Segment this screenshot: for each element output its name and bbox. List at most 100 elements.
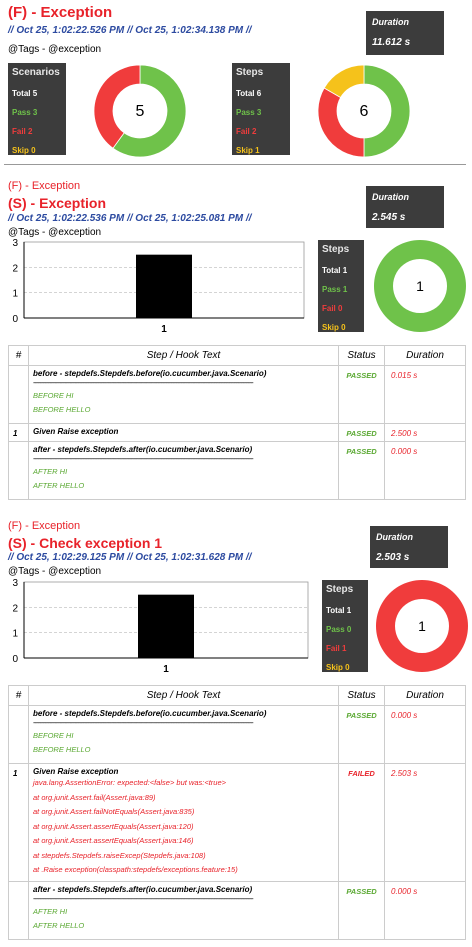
separator: ----------------------------------------…	[33, 454, 254, 463]
separator: ----------------------------------------…	[33, 894, 254, 903]
step-text: before - stepdefs.Stepdefs.before(io.cuc…	[33, 709, 267, 718]
steps-stats-box: Steps Total 6 Pass 3 Fail 2 Skip 1	[232, 63, 290, 155]
row-text-cell: before - stepdefs.Stepdefs.before(io.cuc…	[28, 365, 339, 424]
feature-times: // Oct 25, 1:02:22.526 PM // Oct 25, 1:0…	[8, 25, 252, 36]
scenario1-times: // Oct 25, 1:02:22.536 PM // Oct 25, 1:0…	[8, 213, 252, 224]
col-duration: Duration	[384, 345, 466, 366]
scenario2-steps-table: # Step / Hook Text Status Duration befor…	[8, 685, 466, 940]
error-line: at org.junit.Assert.assertEquals(Assert.…	[33, 821, 194, 831]
row-text-cell: after - stepdefs.Stepdefs.after(io.cucum…	[28, 441, 339, 500]
scenario2-duration-box: Duration 2.503 s	[370, 526, 448, 568]
row-text-cell: Given Raise exception	[28, 423, 339, 442]
duration-value: 11.612 s	[372, 37, 411, 48]
duration-value: 2.545 s	[372, 212, 406, 223]
scenarios-pass: Pass 3	[12, 108, 38, 117]
y-tick-label: 0	[12, 654, 18, 665]
donut-slice-fail	[93, 64, 141, 149]
steps-header: Steps	[236, 67, 264, 78]
output-line: BEFORE HELLO	[33, 745, 91, 754]
table-row: 1 Given Raise exception PASSED 2.500 s	[8, 423, 466, 442]
row-status: PASSED	[338, 441, 385, 500]
steps-header: Steps	[322, 244, 350, 255]
feature-tags: @Tags - @exception	[8, 44, 102, 55]
scenarios-header: Scenarios	[12, 67, 60, 78]
step-text: before - stepdefs.Stepdefs.before(io.cuc…	[33, 369, 267, 378]
y-tick-label: 0	[12, 314, 18, 325]
table-row: after - stepdefs.Stepdefs.after(io.cucum…	[8, 881, 466, 940]
bar	[138, 594, 194, 658]
row-num	[8, 441, 29, 500]
duration-label: Duration	[372, 192, 409, 202]
steps-pass: Pass 0	[326, 625, 352, 634]
scenario1-tags: @Tags - @exception	[8, 227, 102, 238]
y-tick-label: 3	[12, 578, 18, 589]
error-line: at org.junit.Assert.failNotEquals(Assert…	[33, 807, 195, 816]
y-tick-label: 2	[12, 603, 18, 614]
output-line: AFTER HI	[33, 907, 68, 916]
output-line: AFTER HI	[33, 467, 68, 476]
row-text-cell: after - stepdefs.Stepdefs.after(io.cucum…	[28, 881, 339, 940]
y-tick-label: 2	[12, 263, 18, 274]
steps-header: Steps	[326, 584, 354, 595]
section-divider	[4, 164, 466, 165]
separator: ----------------------------------------…	[33, 378, 254, 387]
col-status: Status	[338, 345, 385, 366]
y-tick-label: 3	[12, 238, 18, 249]
col-text: Step / Hook Text	[28, 685, 339, 706]
scenario2-tags: @Tags - @exception	[8, 566, 102, 577]
row-num	[8, 881, 29, 940]
steps-count: 1	[416, 278, 424, 294]
step-text: Given Raise exception	[33, 427, 119, 436]
output-line: AFTER HELLO	[33, 481, 85, 490]
donut-slice-fail	[317, 87, 365, 158]
scenario2-times: // Oct 25, 1:02:29.125 PM // Oct 25, 1:0…	[8, 552, 252, 563]
steps-pass: Pass 1	[322, 285, 348, 294]
table-header-row: # Step / Hook Text Status Duration	[8, 345, 466, 366]
y-tick-label: 1	[12, 289, 18, 300]
row-num	[8, 365, 29, 424]
scenarios-skip: Skip 0	[12, 146, 36, 155]
scenario2-title: (S) - Check exception 1	[8, 535, 163, 551]
steps-count: 1	[418, 618, 426, 634]
steps-total: Total 1	[326, 606, 352, 615]
output-line: BEFORE HELLO	[33, 405, 91, 414]
donut-slice-pass	[112, 64, 187, 158]
row-num: 1	[8, 423, 29, 442]
table-row: before - stepdefs.Stepdefs.before(io.cuc…	[8, 705, 466, 764]
row-text-cell: before - stepdefs.Stepdefs.before(io.cuc…	[28, 705, 339, 764]
scenarios-donut: 5	[93, 64, 187, 158]
row-duration: 2.500 s	[384, 423, 466, 442]
scenario1-steps-table: # Step / Hook Text Status Duration befor…	[8, 345, 466, 500]
scenario2-steps-box: Steps Total 1 Pass 0 Fail 1 Skip 0	[322, 580, 368, 672]
step-text: Given Raise exception	[33, 767, 119, 776]
error-line: at org.junit.Assert.assertEquals(Assert.…	[33, 836, 194, 845]
scenario2-bar-chart: 0 1 2 3 1	[12, 578, 309, 675]
scenarios-stats-box: Scenarios Total 5 Pass 3 Fail 2 Skip 0	[8, 63, 66, 155]
scenario1-duration-box: Duration 2.545 s	[366, 186, 444, 228]
scenario2-steps-donut: 1	[375, 580, 468, 672]
scenario1-bar-chart: 0 1 2 3 1	[12, 238, 305, 335]
col-num: #	[8, 685, 29, 706]
scenario1-steps-donut: 1	[373, 240, 466, 332]
col-text: Step / Hook Text	[28, 345, 339, 366]
table-header-row: # Step / Hook Text Status Duration	[8, 685, 466, 706]
output-line: AFTER HELLO	[33, 921, 85, 930]
separator: ----------------------------------------…	[33, 718, 254, 727]
donut-slice-pass	[363, 64, 411, 158]
output-line: BEFORE HI	[33, 391, 74, 400]
donut-slice-pass	[373, 240, 466, 332]
steps-skip: Skip 0	[326, 663, 350, 672]
steps-fail: Fail 2	[236, 127, 257, 136]
output-line: BEFORE HI	[33, 731, 74, 740]
row-duration: 0.000 s	[384, 705, 466, 764]
table-row: after - stepdefs.Stepdefs.after(io.cucum…	[8, 441, 466, 500]
steps-fail: Fail 1	[326, 644, 347, 653]
donut-slice-skip	[323, 64, 365, 99]
duration-label: Duration	[376, 532, 413, 542]
scenario2-feature-label: (F) - Exception	[8, 520, 81, 532]
scenarios-count: 5	[136, 103, 145, 120]
row-status: PASSED	[338, 881, 385, 940]
steps-total: Total 1	[322, 266, 348, 275]
duration-value: 2.503 s	[376, 552, 410, 563]
row-duration: 0.015 s	[384, 365, 466, 424]
